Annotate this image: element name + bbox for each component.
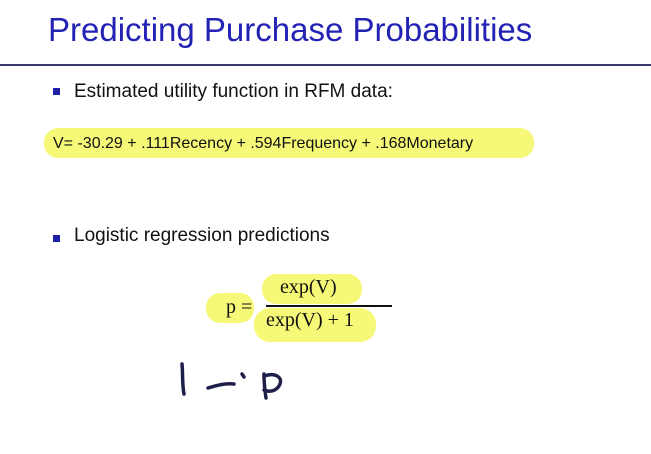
- handwritten-annotation: [180, 362, 283, 400]
- slide-title: Predicting Purchase Probabilities: [48, 11, 533, 48]
- ink-stroke-dash: [206, 382, 236, 390]
- formula-highlight-p: [206, 293, 254, 323]
- formula-numerator: exp(V): [280, 276, 337, 298]
- bullet-text-1: Estimated utility function in RFM data:: [74, 81, 393, 102]
- formula-highlight-numerator: [262, 274, 362, 304]
- formula-lhs: p =: [226, 296, 253, 318]
- bullet-marker-1: [53, 88, 60, 95]
- bullet-marker-2: [53, 235, 60, 242]
- ink-stroke-dot: [240, 372, 246, 379]
- fraction-bar: [266, 305, 392, 307]
- formula-highlight-denominator: [254, 308, 376, 342]
- utility-equation: V= -30.29 + .111Recency + .594Frequency …: [53, 135, 474, 152]
- formula-denominator: exp(V) + 1: [266, 309, 354, 331]
- ink-stroke-one: [180, 362, 186, 396]
- title-divider: [0, 64, 651, 66]
- equation-highlight: [44, 128, 534, 158]
- bullet-text-2: Logistic regression predictions: [74, 225, 330, 246]
- ink-stroke-p-bowl: [262, 373, 283, 393]
